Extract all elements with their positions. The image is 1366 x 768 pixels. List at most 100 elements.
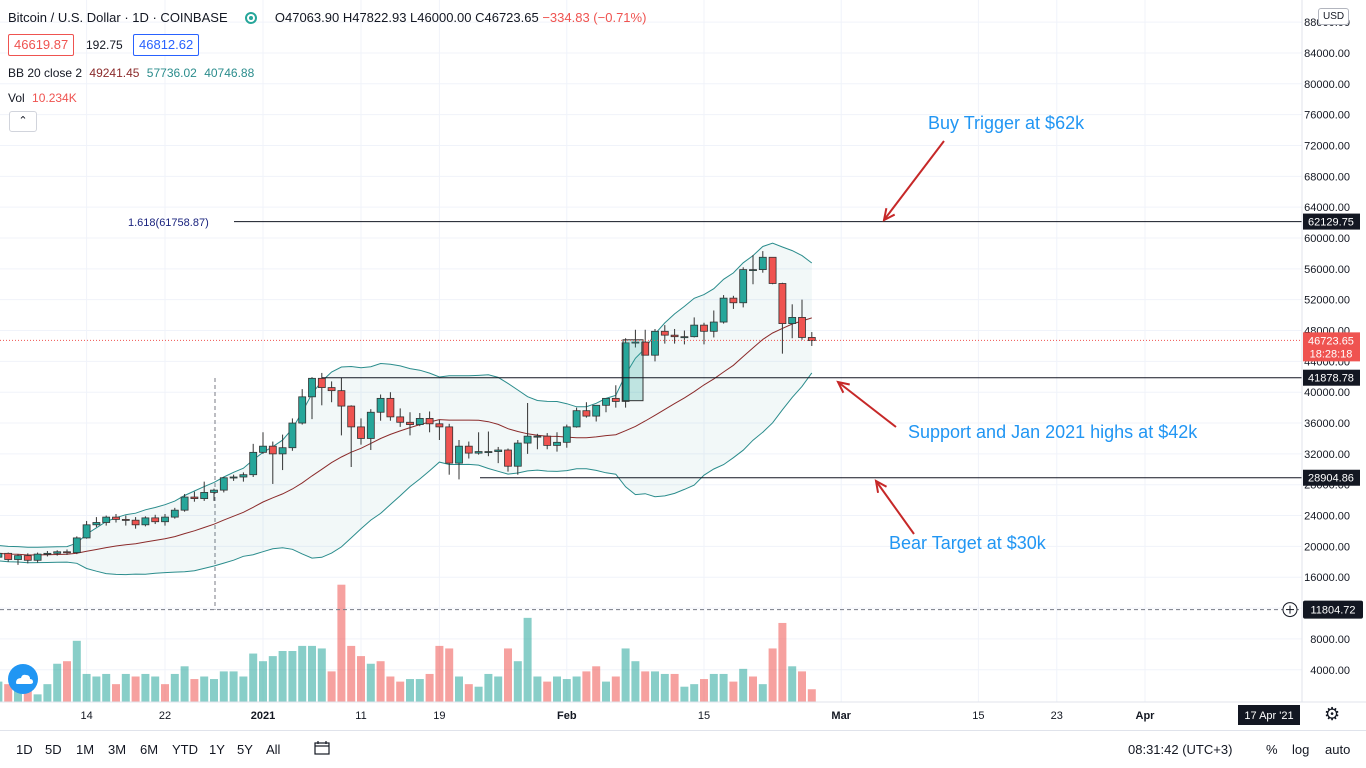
candle-body: [778, 283, 787, 324]
candle-body: [308, 377, 316, 398]
buy-button[interactable]: 46812.62: [133, 34, 200, 56]
x-tick-label: Feb: [557, 710, 577, 722]
candle-body: [131, 519, 140, 526]
range-1d[interactable]: 1D: [16, 742, 33, 757]
currency-badge[interactable]: USD: [1318, 8, 1350, 25]
y-tick-label: 8000.00: [1310, 634, 1350, 646]
candle-body: [357, 426, 365, 439]
volume-bar: [347, 645, 356, 702]
range-5d[interactable]: 5D: [45, 742, 62, 757]
candle-body: [592, 404, 601, 417]
candle-body: [288, 422, 297, 449]
candle-body: [0, 552, 3, 558]
range-5y[interactable]: 5Y: [237, 742, 253, 757]
candle-body: [602, 397, 610, 406]
range-1y[interactable]: 1Y: [209, 742, 225, 757]
volume-bar: [651, 671, 659, 702]
collapse-legend-button[interactable]: ⌃: [9, 111, 37, 132]
volume-bar: [758, 684, 767, 702]
y-tick-label: 76000.00: [1304, 110, 1350, 122]
candle-body: [366, 411, 375, 439]
price-label-current-box: [1303, 332, 1360, 362]
candle-body: [455, 445, 463, 464]
market-status-icon: [245, 12, 258, 24]
candle-body: [121, 519, 130, 521]
volume-bar: [562, 679, 571, 702]
volume-bar: [690, 684, 699, 702]
buy-trigger-annotation: Buy Trigger at $62k: [928, 113, 1085, 133]
volume-bar: [161, 684, 169, 702]
legend-bollinger[interactable]: BB 20 close 2 49241.45 57736.02 40746.88: [8, 66, 254, 80]
symbol-title[interactable]: Bitcoin / U.S. Dollar · 1D · COINBASE: [8, 10, 228, 25]
price-label-current: 46723.65: [1308, 335, 1354, 347]
volume-bar: [670, 673, 679, 702]
auto-scale-toggle[interactable]: auto: [1325, 742, 1351, 757]
candle-body: [161, 516, 169, 523]
candle-body: [464, 445, 473, 454]
price-label-30k: 28904.86: [1308, 473, 1354, 485]
volume-bar: [92, 676, 101, 702]
settings-gear-icon[interactable]: ⚙: [1324, 704, 1341, 724]
candle-body: [327, 387, 336, 392]
candle-body: [415, 418, 424, 425]
volume-bar: [788, 666, 797, 702]
volume-bar: [298, 645, 307, 702]
volume-bar: [582, 671, 591, 702]
volume-bar: [807, 689, 816, 702]
candle-body: [406, 421, 414, 425]
bb-lower-value: 40746.88: [204, 66, 255, 80]
candle-body: [317, 377, 326, 388]
y-tick-label: 72000.00: [1304, 140, 1350, 152]
volume-bar: [268, 656, 277, 702]
price-change: −334.83 (−0.71%): [542, 10, 647, 25]
candle-body: [719, 297, 728, 323]
x-tick-label: 19: [433, 710, 445, 722]
bottom-toolbar: 1D 5D 1M 3M 6M YTD 1Y 5Y All 08:31:42 (U…: [0, 730, 1366, 768]
price-label-62k: 62129.75: [1308, 217, 1354, 229]
y-tick-label: 64000.00: [1304, 202, 1350, 214]
range-ytd[interactable]: YTD: [172, 742, 198, 757]
candle-body: [513, 442, 522, 467]
range-all[interactable]: All: [266, 742, 281, 757]
candle-body: [729, 297, 738, 304]
volume-bar: [200, 676, 209, 702]
legend-main: Bitcoin / U.S. Dollar · 1D · COINBASE O4…: [8, 10, 646, 25]
candle-body: [494, 449, 503, 452]
volume-bar: [43, 684, 52, 702]
volume-bar: [14, 689, 22, 702]
legend-volume[interactable]: Vol 10.234K: [8, 91, 77, 105]
range-3m[interactable]: 3M: [108, 742, 127, 757]
log-scale-toggle[interactable]: log: [1292, 742, 1310, 757]
tradingview-logo-icon[interactable]: [8, 664, 38, 694]
clock-timezone[interactable]: 08:31:42 (UTC+3): [1128, 742, 1233, 757]
candle-body: [53, 551, 62, 554]
x-tick-label: 23: [1051, 710, 1063, 722]
candlesticks: [0, 251, 816, 565]
candle-body: [445, 426, 454, 464]
volume-bar: [366, 663, 375, 702]
candle-body: [347, 405, 356, 428]
candle-body: [631, 341, 640, 344]
sell-button[interactable]: 46619.87: [8, 34, 75, 56]
volume-bars: [0, 584, 816, 702]
bb-upper-value: 57736.02: [146, 66, 197, 80]
range-1m[interactable]: 1M: [76, 742, 95, 757]
volume-bar: [180, 666, 189, 702]
volume-bar: [396, 681, 405, 702]
volume-bar: [621, 648, 630, 702]
volume-bar: [553, 676, 561, 702]
percent-scale-toggle[interactable]: %: [1266, 742, 1278, 757]
bear-target-annotation: Bear Target at $30k: [889, 533, 1046, 553]
price-label-42k: 41878.78: [1308, 373, 1354, 385]
y-tick-label: 56000.00: [1304, 264, 1350, 276]
candle-body: [680, 336, 689, 339]
annotation-arrows: [836, 140, 945, 535]
range-6m[interactable]: 6M: [140, 742, 159, 757]
candle-body: [553, 441, 561, 446]
volume-bar: [660, 673, 669, 702]
bb-lower-line: [0, 372, 813, 576]
x-tick-label: 15: [698, 710, 710, 722]
volume-bar: [602, 681, 610, 702]
date-range-calendar-icon[interactable]: [314, 741, 330, 755]
